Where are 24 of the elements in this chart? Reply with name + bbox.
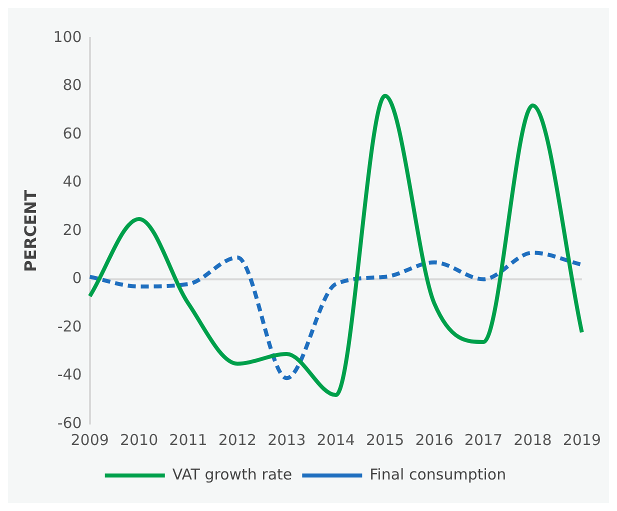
y-tick-label: -40 (57, 366, 82, 384)
x-tick-label: 2017 (464, 430, 503, 449)
line-series (88, 94, 584, 398)
x-tick-label: 2018 (514, 430, 552, 449)
y-tick-label: 80 (62, 76, 82, 94)
y-tick-label: 20 (62, 220, 82, 239)
y-tick-label: -20 (57, 317, 82, 336)
y-tick-label: -60 (57, 414, 82, 432)
x-tick-label: 2019 (562, 430, 602, 449)
legend-label: Final consumption (370, 465, 506, 484)
y-tick-label: 60 (62, 124, 82, 142)
x-tick-label: 2013 (268, 430, 306, 449)
x-tick-label: 2014 (316, 430, 355, 449)
x-tick-label: 2011 (169, 430, 208, 449)
y-tick-label: 0 (72, 269, 82, 288)
x-tick-label: 2009 (70, 430, 109, 449)
y-tick-label: 100 (53, 28, 82, 46)
y-tick-label: 40 (62, 172, 82, 191)
y-axis-title: PERCENT (20, 190, 40, 272)
x-tick-label: 2010 (120, 430, 158, 449)
x-tick-label: 2012 (218, 430, 257, 449)
x-tick-label: 2016 (415, 430, 454, 449)
legend-label: VAT growth rate (172, 465, 292, 484)
x-tick-label: 2015 (366, 430, 404, 449)
